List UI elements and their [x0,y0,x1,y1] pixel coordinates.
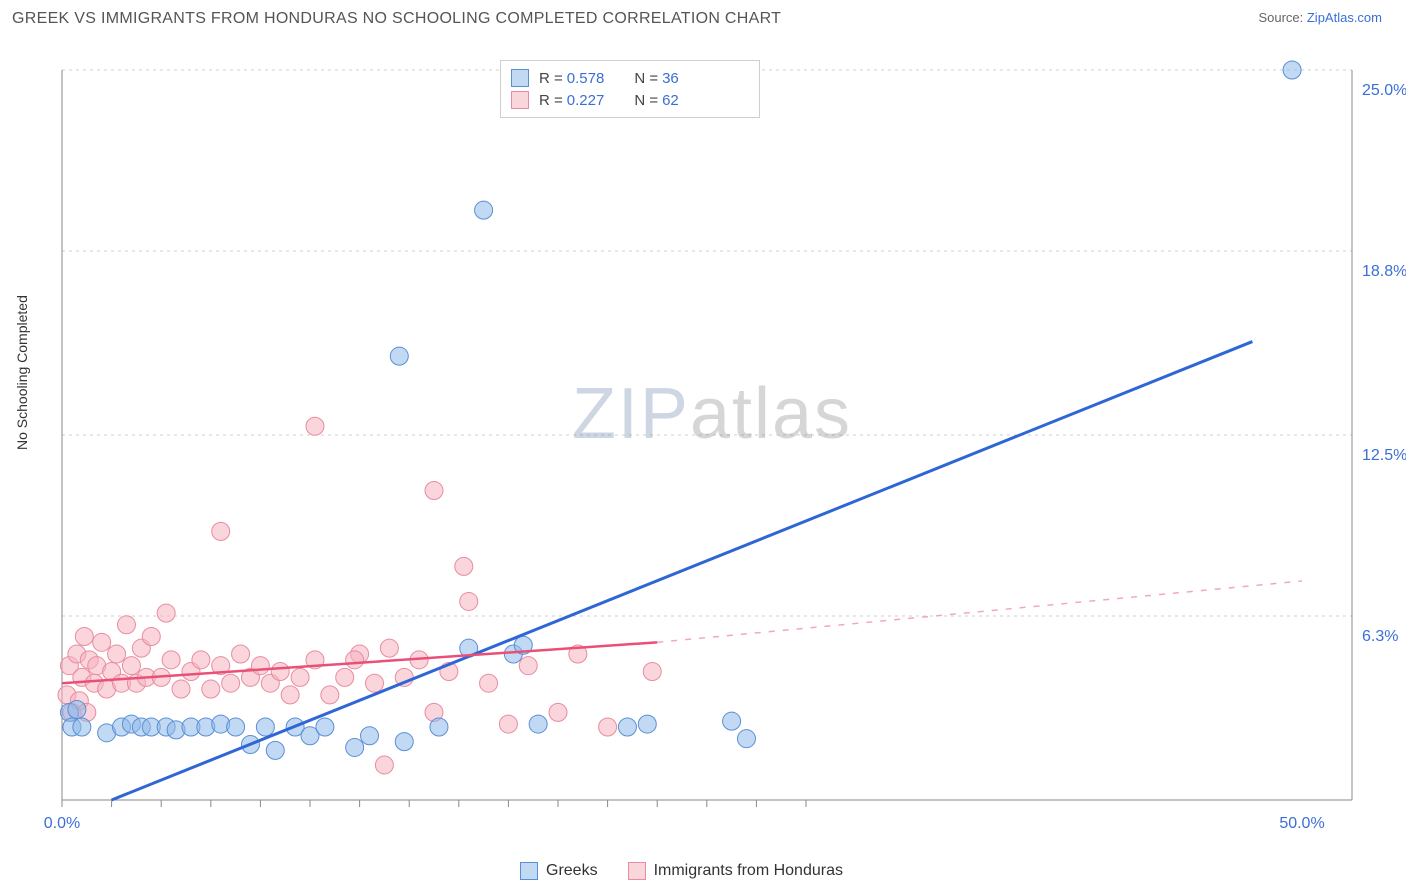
legend-label-greeks: Greeks [546,862,598,880]
data-point [460,592,478,610]
data-point [157,604,175,622]
data-point [519,657,537,675]
source-prefix: Source: [1258,10,1306,25]
data-point [73,718,91,736]
r-value-greeks: R = 0.578 [539,70,604,87]
y-axis-label: No Schooling Completed [14,295,30,450]
data-point [365,674,383,692]
data-point [723,712,741,730]
data-point [256,718,274,736]
data-point [638,715,656,733]
swatch-pink-icon [511,91,529,109]
data-point [395,733,413,751]
data-point [336,668,354,686]
data-point [192,651,210,669]
data-point [75,627,93,645]
data-point [346,738,364,756]
data-point [737,730,755,748]
data-point [108,645,126,663]
legend-stats-row-greeks: R = 0.578 N = 36 [511,67,745,89]
r-value-honduras: R = 0.227 [539,92,604,109]
data-point [380,639,398,657]
data-point [266,741,284,759]
legend-series: Greeks Immigrants from Honduras [520,862,843,880]
legend-item-greeks: Greeks [520,862,598,880]
data-point [172,680,190,698]
data-point [1283,61,1301,79]
data-point [122,657,140,675]
chart-header: GREEK VS IMMIGRANTS FROM HONDURAS NO SCH… [0,0,1406,34]
source-credit: Source: ZipAtlas.com [1258,10,1382,25]
data-point [599,718,617,736]
data-point [281,686,299,704]
data-point [375,756,393,774]
data-point [549,703,567,721]
data-point [480,674,498,692]
data-point [117,616,135,634]
data-point [271,663,289,681]
trend-line-honduras-ext [657,581,1302,642]
swatch-blue-icon [520,862,538,880]
data-point [390,347,408,365]
swatch-blue-icon [511,69,529,87]
data-point [321,686,339,704]
data-point [475,201,493,219]
data-point [142,627,160,645]
y-tick-label: 6.3% [1362,628,1398,645]
trend-line-greeks [112,342,1253,800]
data-point [455,557,473,575]
data-point [222,674,240,692]
data-point [93,633,111,651]
data-point [251,657,269,675]
data-point [162,651,180,669]
legend-item-honduras: Immigrants from Honduras [628,862,843,880]
legend-stats-row-honduras: R = 0.227 N = 62 [511,89,745,111]
data-point [212,522,230,540]
data-point [618,718,636,736]
data-point [68,700,86,718]
data-point [227,718,245,736]
legend-stats: R = 0.578 N = 36 R = 0.227 N = 62 [500,60,760,118]
n-value-greeks: N = 36 [634,70,678,87]
y-tick-label: 12.5% [1362,447,1406,464]
n-value-honduras: N = 62 [634,92,678,109]
data-point [346,651,364,669]
data-point [306,417,324,435]
data-point [291,668,309,686]
source-link[interactable]: ZipAtlas.com [1307,10,1382,25]
scatter-chart: 0.0%50.0%6.3%12.5%18.8%25.0% [52,60,1372,830]
y-tick-label: 25.0% [1362,82,1406,99]
data-point [361,727,379,745]
x-tick-label: 50.0% [1279,815,1324,832]
data-point [643,663,661,681]
y-tick-label: 18.8% [1362,263,1406,280]
data-point [430,718,448,736]
data-point [202,680,220,698]
plot-area: 0.0%50.0%6.3%12.5%18.8%25.0% ZIPatlas [52,60,1372,830]
x-tick-label: 0.0% [44,815,80,832]
data-point [425,481,443,499]
data-point [232,645,250,663]
chart-title: GREEK VS IMMIGRANTS FROM HONDURAS NO SCH… [12,10,781,28]
data-point [316,718,334,736]
swatch-pink-icon [628,862,646,880]
data-point [499,715,517,733]
legend-label-honduras: Immigrants from Honduras [654,862,843,880]
data-point [529,715,547,733]
